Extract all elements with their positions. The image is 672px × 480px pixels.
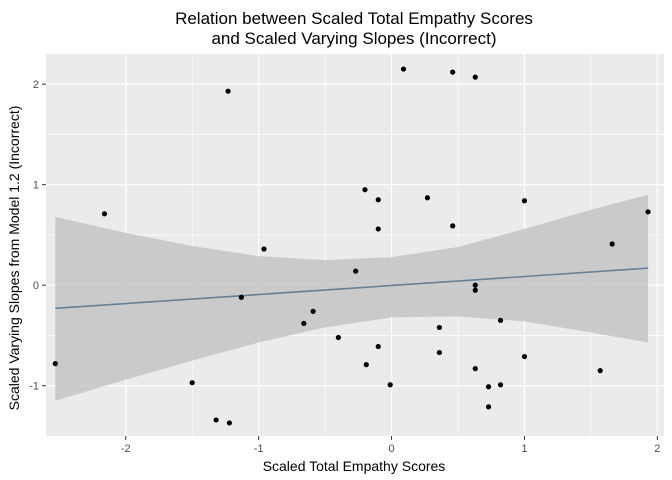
data-point xyxy=(226,420,233,426)
data-point xyxy=(645,209,651,215)
data-point xyxy=(521,198,528,204)
data-point xyxy=(436,349,442,356)
data-point xyxy=(472,287,478,293)
x-tick-label: 1 xyxy=(521,443,527,455)
y-axis-ticks: -1 0 1 2 xyxy=(29,79,46,393)
data-point xyxy=(450,223,456,229)
data-point xyxy=(521,353,528,360)
data-point xyxy=(335,334,341,341)
data-point xyxy=(375,343,381,350)
data-point xyxy=(238,294,244,300)
data-point xyxy=(497,317,504,323)
data-point xyxy=(497,382,504,388)
data-point xyxy=(101,211,108,217)
data-point xyxy=(375,226,381,232)
data-points xyxy=(52,66,651,426)
y-tick-label: 0 xyxy=(33,280,39,292)
data-point xyxy=(353,268,359,274)
x-tick-label: 0 xyxy=(388,443,394,455)
fit-line xyxy=(55,267,649,310)
data-point xyxy=(485,384,492,390)
data-point xyxy=(472,366,478,372)
y-tick-label: 1 xyxy=(33,180,39,192)
data-point xyxy=(310,308,316,314)
data-point xyxy=(362,187,368,193)
data-point xyxy=(485,404,492,410)
data-point xyxy=(52,361,58,367)
data-point xyxy=(213,417,219,423)
data-point xyxy=(609,241,615,247)
data-point xyxy=(472,74,478,80)
x-axis-ticks: -2 -1 0 1 2 xyxy=(121,436,660,455)
y-tick-label: 2 xyxy=(33,79,39,91)
data-point xyxy=(301,320,307,327)
data-point xyxy=(400,66,407,72)
y-tick-label: -1 xyxy=(29,381,39,393)
data-point xyxy=(387,382,393,388)
y-axis-label: Scaled Varying Slopes from Model 1.2 (In… xyxy=(6,106,22,411)
data-point xyxy=(424,195,431,201)
data-point xyxy=(375,197,381,203)
data-point xyxy=(436,324,442,331)
data-point xyxy=(363,362,369,368)
chart-title-line1: Relation between Scaled Total Empathy Sc… xyxy=(175,9,533,28)
chart-title-line2: and Scaled Varying Slopes (Incorrect) xyxy=(211,29,496,48)
x-tick-label: -2 xyxy=(121,443,131,455)
data-point xyxy=(225,88,231,94)
data-point xyxy=(261,246,267,252)
data-point xyxy=(597,368,603,374)
x-tick-label: 2 xyxy=(654,443,660,455)
x-axis-label: Scaled Total Empathy Scores xyxy=(263,458,446,474)
x-tick-label: -1 xyxy=(254,443,264,455)
data-point xyxy=(189,380,195,386)
confidence-band xyxy=(55,194,649,401)
data-point xyxy=(450,69,456,75)
data-point xyxy=(472,282,478,288)
